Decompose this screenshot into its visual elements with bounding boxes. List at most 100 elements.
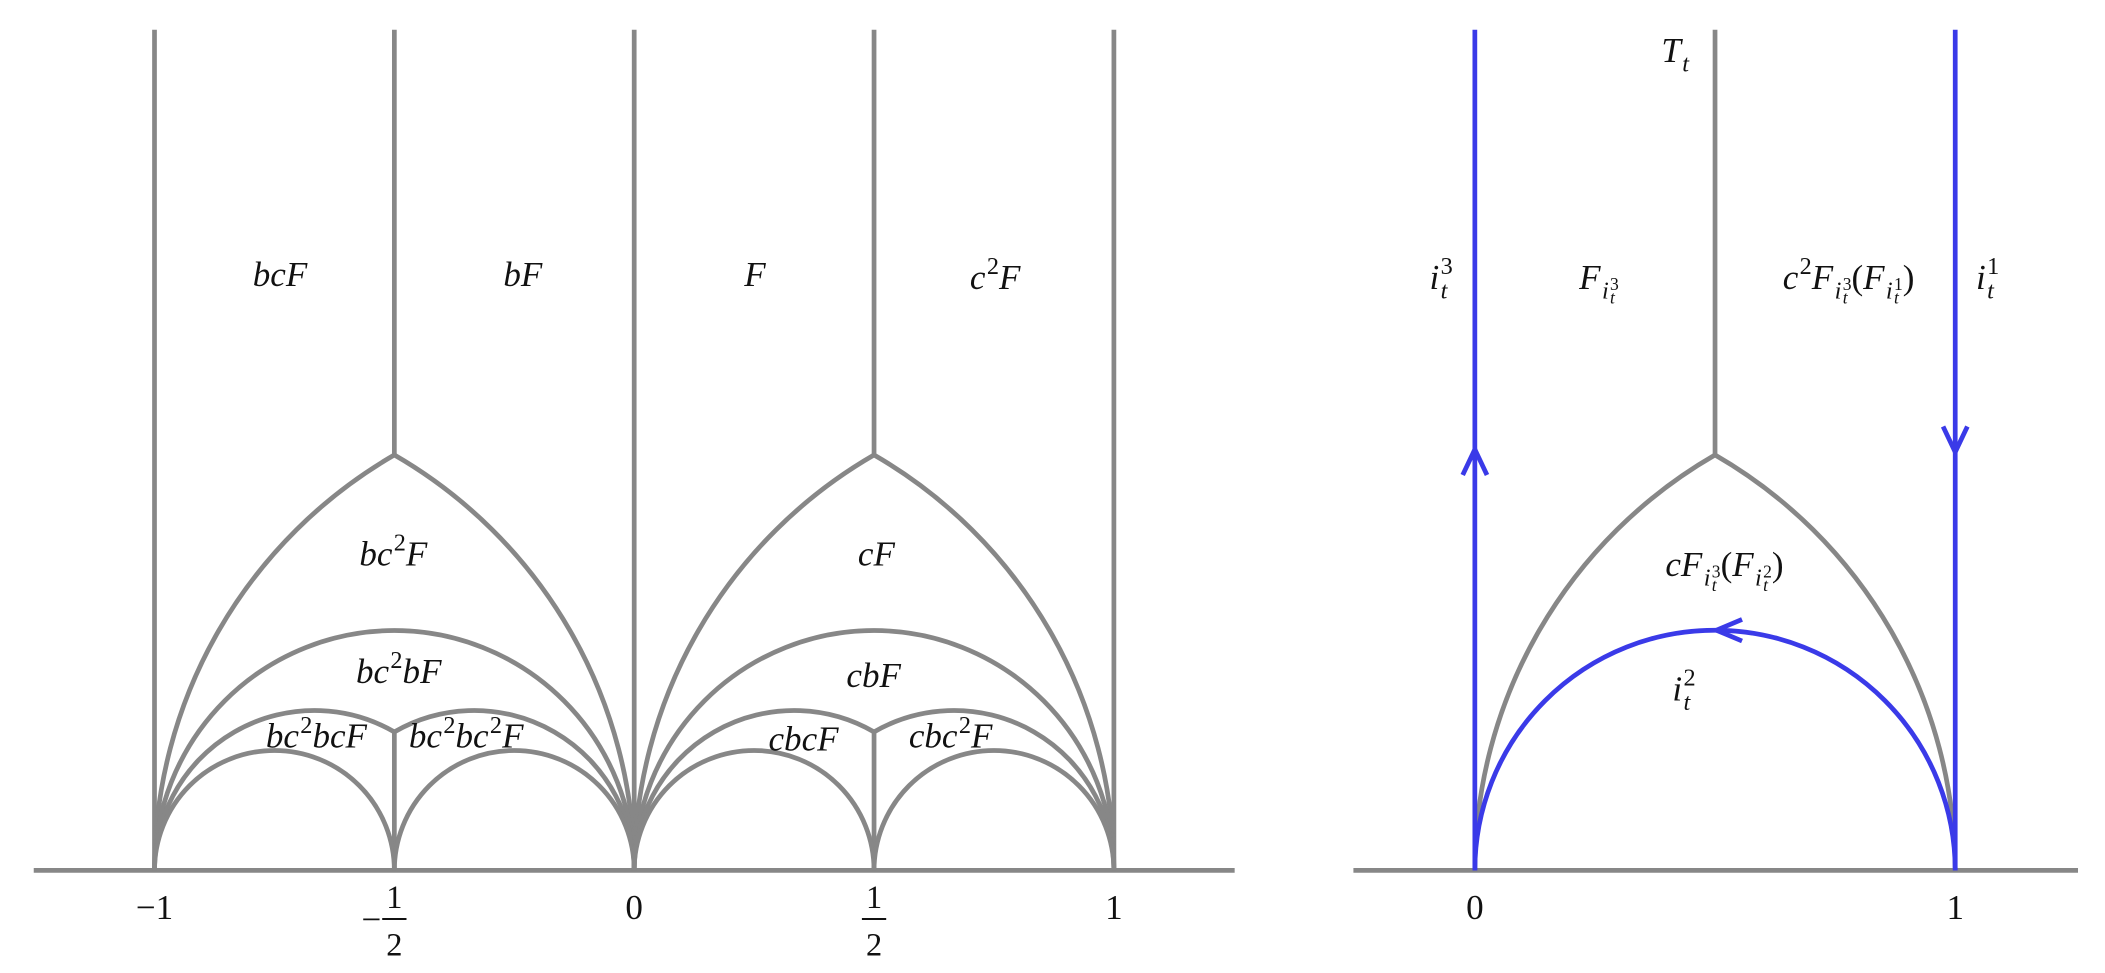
geodesic	[152, 708, 396, 871]
geodesic	[152, 748, 397, 871]
geodesic	[871, 748, 1117, 871]
math-label: bc 2 bF	[356, 647, 442, 691]
label-part: t	[1843, 288, 1849, 308]
geodesic	[1472, 452, 1717, 871]
label-part: 2	[987, 253, 999, 280]
arrow-head	[1710, 617, 1743, 644]
geodesic	[393, 452, 637, 871]
label-part: cbc	[909, 717, 958, 756]
math-label: bcF	[253, 255, 308, 294]
label-part: T	[1661, 31, 1683, 70]
geodesic	[631, 628, 1117, 871]
geodesic	[631, 708, 876, 871]
label-part: bF	[503, 255, 543, 294]
tick-numerator: 1	[866, 880, 882, 916]
arrow-head	[1460, 443, 1490, 477]
math-label: bc 2 bcF	[266, 712, 368, 756]
label-part: i	[1429, 258, 1439, 297]
tick-denominator: 2	[386, 927, 402, 963]
tick-label: 1	[1946, 888, 1964, 927]
label-part: 3	[1843, 274, 1852, 294]
label-part: t	[1712, 575, 1718, 595]
tick-numerator: 1	[386, 880, 402, 916]
tick-label: 0	[1466, 888, 1484, 927]
geodesic	[872, 452, 1117, 871]
label-part: F	[1811, 258, 1834, 297]
math-label: cbF	[846, 656, 901, 695]
math-label: bF	[503, 255, 543, 294]
label-part: i	[1755, 565, 1762, 592]
math-label: bc 2 bc 2 F	[409, 712, 524, 756]
label-part: F	[1578, 258, 1601, 297]
label-part: (	[1851, 258, 1863, 297]
math-label: i t1	[1976, 253, 1999, 304]
label-part: t	[1610, 288, 1616, 308]
math-label: i t3	[1429, 253, 1452, 304]
tick-label: 0	[625, 888, 643, 927]
label-part: c	[1783, 258, 1799, 297]
label-part: F	[1731, 545, 1754, 584]
geodesic	[872, 708, 1117, 871]
label-part: t	[1441, 277, 1449, 304]
math-label: cF	[858, 534, 896, 573]
label-part: F	[743, 255, 766, 294]
geodesic	[393, 708, 637, 871]
label-part: bc	[359, 534, 393, 573]
label-part: i	[1672, 669, 1682, 708]
label-part: 3	[1441, 253, 1453, 280]
tick-denominator: 2	[866, 927, 882, 963]
label-part: 2	[300, 712, 312, 739]
label-part: bc	[356, 652, 390, 691]
label-part: 2	[443, 712, 455, 739]
label-part: i	[1835, 277, 1842, 304]
label-part: i	[1976, 258, 1986, 297]
label-part: t	[1987, 277, 1995, 304]
tick-sign: −	[362, 900, 382, 939]
label-part: 2	[1800, 253, 1812, 280]
label-part: )	[1903, 258, 1915, 297]
label-part: bF	[403, 652, 443, 691]
label-part: 2	[1763, 562, 1772, 582]
label-part: t	[1682, 51, 1690, 78]
label-part: 1	[1894, 274, 1903, 294]
path-edge	[1472, 627, 1958, 871]
label-part: 3	[1712, 562, 1721, 582]
label-part: 2	[959, 712, 971, 739]
label-part: cbF	[846, 656, 901, 695]
label-part: 2	[394, 530, 406, 557]
label-part: 2	[1683, 665, 1695, 692]
label-part: i	[1886, 277, 1893, 304]
label-part: 2	[490, 712, 502, 739]
label-part: )	[1772, 545, 1784, 584]
label-part: t	[1683, 689, 1691, 716]
geodesic	[631, 452, 876, 871]
label-part: 1	[1987, 253, 1999, 280]
label-part: bc	[455, 717, 489, 756]
geodesic	[152, 628, 637, 871]
label-part: i	[1602, 277, 1609, 304]
arrow-head	[1940, 425, 1970, 458]
geodesic	[152, 452, 396, 871]
label-part: cbcF	[768, 719, 839, 758]
label-part: 2	[390, 647, 402, 674]
geodesic	[1713, 452, 1958, 871]
label-part: F	[501, 717, 524, 756]
label-part: F	[998, 258, 1021, 297]
label-part: 3	[1610, 274, 1619, 294]
label-part: t	[1894, 288, 1900, 308]
label-part: c	[970, 258, 986, 297]
label-part: i	[1704, 565, 1711, 592]
math-label: i t2	[1672, 665, 1695, 716]
math-label: bc 2 F	[359, 530, 428, 574]
geodesic	[391, 748, 637, 871]
label-part: bc	[266, 717, 300, 756]
label-part: cF	[1665, 545, 1703, 584]
label-part: bcF	[253, 255, 308, 294]
label-part: bcF	[312, 717, 367, 756]
label-part: F	[1862, 258, 1885, 297]
